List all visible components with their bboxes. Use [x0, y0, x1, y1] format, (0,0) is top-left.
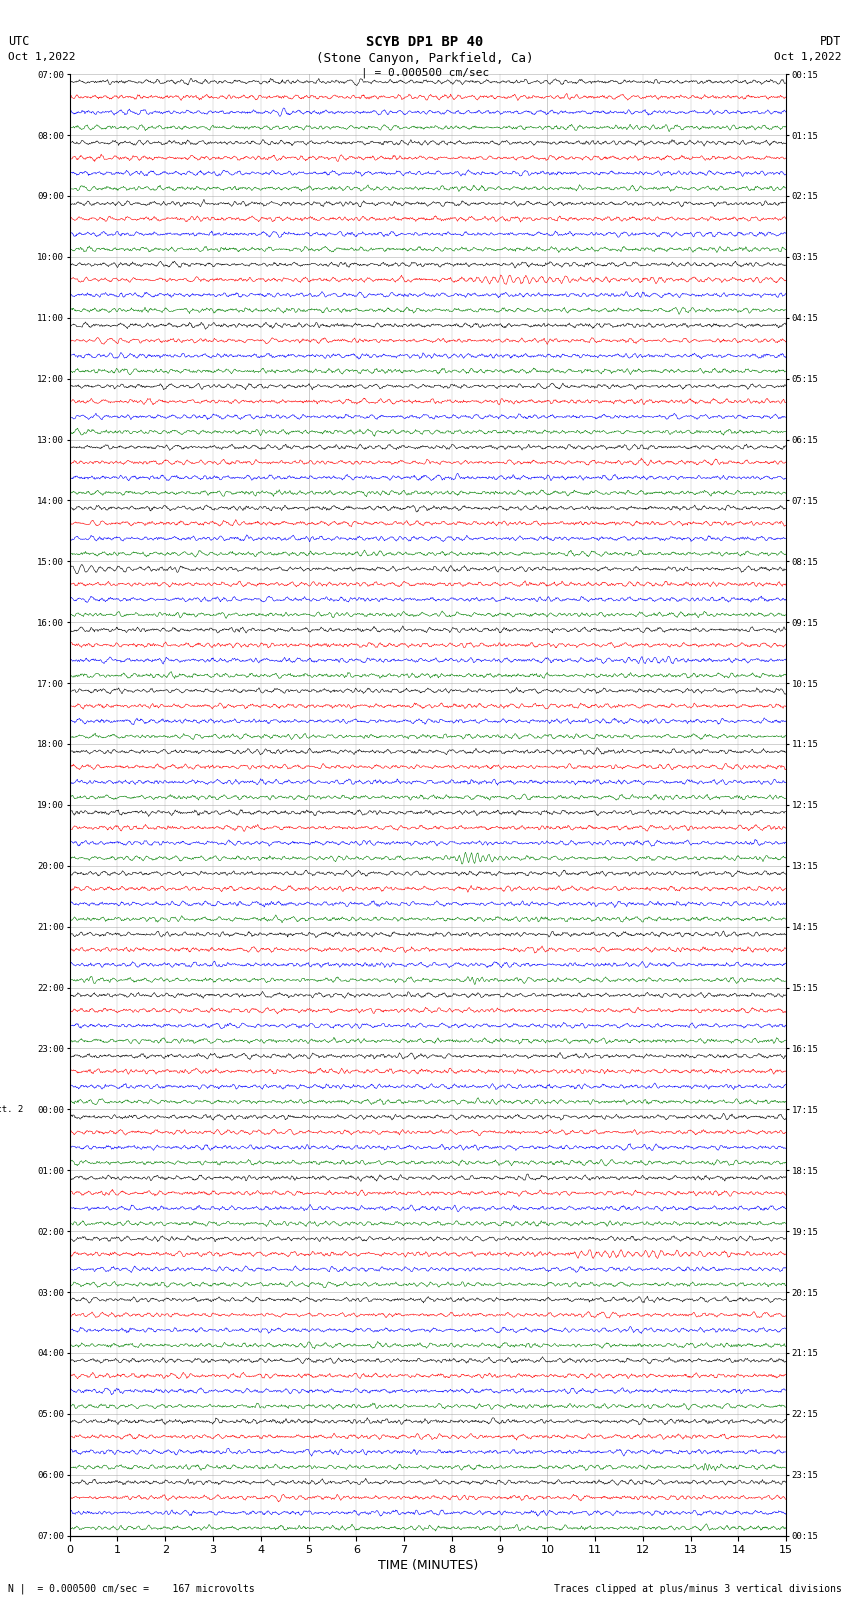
Text: | = 0.000500 cm/sec: | = 0.000500 cm/sec [361, 68, 489, 79]
Text: SCYB DP1 BP 40: SCYB DP1 BP 40 [366, 35, 484, 50]
Text: (Stone Canyon, Parkfield, Ca): (Stone Canyon, Parkfield, Ca) [316, 52, 534, 65]
Text: Oct. 2: Oct. 2 [0, 1105, 23, 1115]
X-axis label: TIME (MINUTES): TIME (MINUTES) [378, 1560, 478, 1573]
Text: PDT: PDT [820, 35, 842, 48]
Text: Oct 1,2022: Oct 1,2022 [8, 52, 76, 61]
Text: N |  = 0.000500 cm/sec =    167 microvolts: N | = 0.000500 cm/sec = 167 microvolts [8, 1582, 255, 1594]
Text: UTC: UTC [8, 35, 30, 48]
Text: Oct 1,2022: Oct 1,2022 [774, 52, 842, 61]
Text: Traces clipped at plus/minus 3 vertical divisions: Traces clipped at plus/minus 3 vertical … [553, 1584, 842, 1594]
